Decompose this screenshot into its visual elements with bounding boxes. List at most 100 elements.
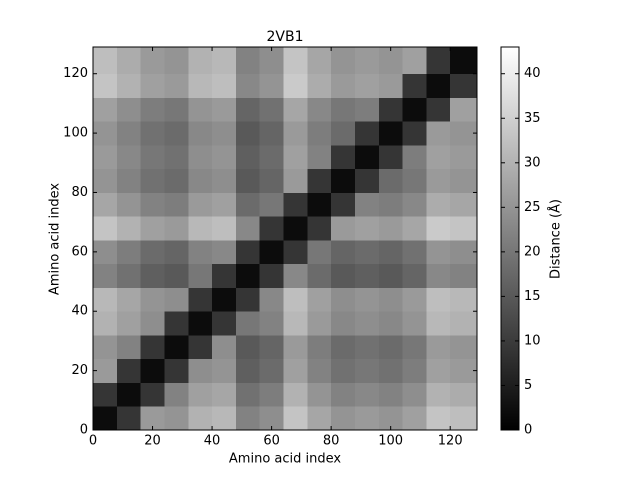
heatmap-cell xyxy=(426,97,451,122)
colorbar-tick-label: 5 xyxy=(524,378,532,393)
heatmap-cell xyxy=(307,216,332,241)
heatmap-cell xyxy=(450,47,478,75)
heatmap-cell xyxy=(116,311,142,336)
heatmap-cell xyxy=(402,168,427,193)
heatmap-cell xyxy=(331,216,356,241)
x-tick-label: 100 xyxy=(378,434,403,449)
heatmap-cell xyxy=(212,334,237,360)
heatmap-cell xyxy=(188,263,213,288)
heatmap-cell xyxy=(283,97,308,122)
heatmap-cell xyxy=(426,239,451,265)
y-axis-label: Amino acid index xyxy=(48,183,63,295)
heatmap-cell xyxy=(331,358,356,383)
heatmap-cell xyxy=(450,263,478,288)
heatmap-cell xyxy=(164,287,189,312)
heatmap-cell xyxy=(354,168,380,193)
heatmap-cell xyxy=(140,216,165,241)
heatmap-cell xyxy=(450,239,478,265)
heatmap-cell xyxy=(93,334,118,360)
heatmap-cell xyxy=(450,311,478,336)
heatmap-cell xyxy=(116,144,142,170)
heatmap-cell xyxy=(378,144,404,170)
heatmap-cell xyxy=(140,97,165,122)
heatmap-cell xyxy=(354,73,380,98)
heatmap-cell xyxy=(354,358,380,383)
heatmap-cell xyxy=(116,334,142,360)
heatmap-cell xyxy=(93,192,118,217)
heatmap-cell xyxy=(164,144,189,170)
heatmap-cell xyxy=(331,311,356,336)
y-tick-label: 20 xyxy=(71,363,88,378)
heatmap-cell xyxy=(164,311,189,336)
heatmap-cell xyxy=(164,216,189,241)
heatmap-cell xyxy=(378,97,404,122)
heatmap-cell xyxy=(235,73,261,98)
heatmap-cell xyxy=(235,406,261,431)
heatmap-cell xyxy=(212,311,237,336)
heatmap-cell xyxy=(164,97,189,122)
heatmap-cell xyxy=(378,382,404,407)
heatmap-cell xyxy=(307,334,332,360)
heatmap-cell xyxy=(259,97,285,122)
heatmap-cell xyxy=(354,47,380,75)
heatmap-cell xyxy=(93,311,118,336)
heatmap-cell xyxy=(402,358,427,383)
heatmap-cell xyxy=(140,311,165,336)
heatmap-cell xyxy=(235,263,261,288)
heatmap-cell xyxy=(402,73,427,98)
heatmap-cell xyxy=(164,168,189,193)
heatmap-cell xyxy=(450,358,478,383)
heatmap-cell xyxy=(164,263,189,288)
heatmap-cell xyxy=(426,73,451,98)
heatmap-cell xyxy=(188,311,213,336)
heatmap-cell xyxy=(93,406,118,431)
heatmap-cell xyxy=(212,73,237,98)
heatmap-cell xyxy=(354,334,380,360)
heatmap-cell xyxy=(354,287,380,312)
heatmap-cell xyxy=(378,287,404,312)
heatmap-cell xyxy=(140,382,165,407)
heatmap-cell xyxy=(164,358,189,383)
colorbar-tick-label: 20 xyxy=(524,244,541,259)
heatmap-cell xyxy=(212,358,237,383)
heatmap-cell xyxy=(283,287,308,312)
heatmap-cell xyxy=(164,73,189,98)
heatmap-cell xyxy=(307,358,332,383)
heatmap-cell xyxy=(188,168,213,193)
y-tick-label: 60 xyxy=(71,244,88,259)
heatmap-cell xyxy=(188,144,213,170)
heatmap-cell xyxy=(140,263,165,288)
heatmap-cell xyxy=(116,239,142,265)
colorbar-tick-label: 10 xyxy=(524,333,541,348)
x-tick-label: 40 xyxy=(204,434,221,449)
heatmap-cell xyxy=(212,168,237,193)
plot-frame xyxy=(92,46,478,431)
heatmap-cell xyxy=(354,192,380,217)
heatmap-cell xyxy=(283,311,308,336)
heatmap-cell xyxy=(307,97,332,122)
heatmap-cell xyxy=(378,311,404,336)
heatmap-cell xyxy=(331,406,356,431)
heatmap-cell xyxy=(426,287,451,312)
heatmap-cell xyxy=(140,144,165,170)
heatmap-cell xyxy=(331,263,356,288)
heatmap-cell xyxy=(283,73,308,98)
heatmap-cell xyxy=(283,358,308,383)
heatmap-cell xyxy=(307,382,332,407)
y-tick-label: 100 xyxy=(63,126,88,141)
heatmap-cell xyxy=(307,73,332,98)
heatmap-cell xyxy=(331,73,356,98)
heatmap-cell xyxy=(93,216,118,241)
heatmap-cell xyxy=(450,382,478,407)
heatmap-cell xyxy=(450,168,478,193)
heatmap-cell xyxy=(140,334,165,360)
heatmap-cell xyxy=(378,168,404,193)
heatmap-cell xyxy=(188,287,213,312)
heatmap-cell xyxy=(235,358,261,383)
heatmap-cell xyxy=(378,263,404,288)
heatmap-cell xyxy=(402,382,427,407)
heatmap-cell xyxy=(259,121,285,146)
heatmap-cell xyxy=(212,239,237,265)
heatmap-cell xyxy=(378,47,404,75)
heatmap-cell xyxy=(140,239,165,265)
